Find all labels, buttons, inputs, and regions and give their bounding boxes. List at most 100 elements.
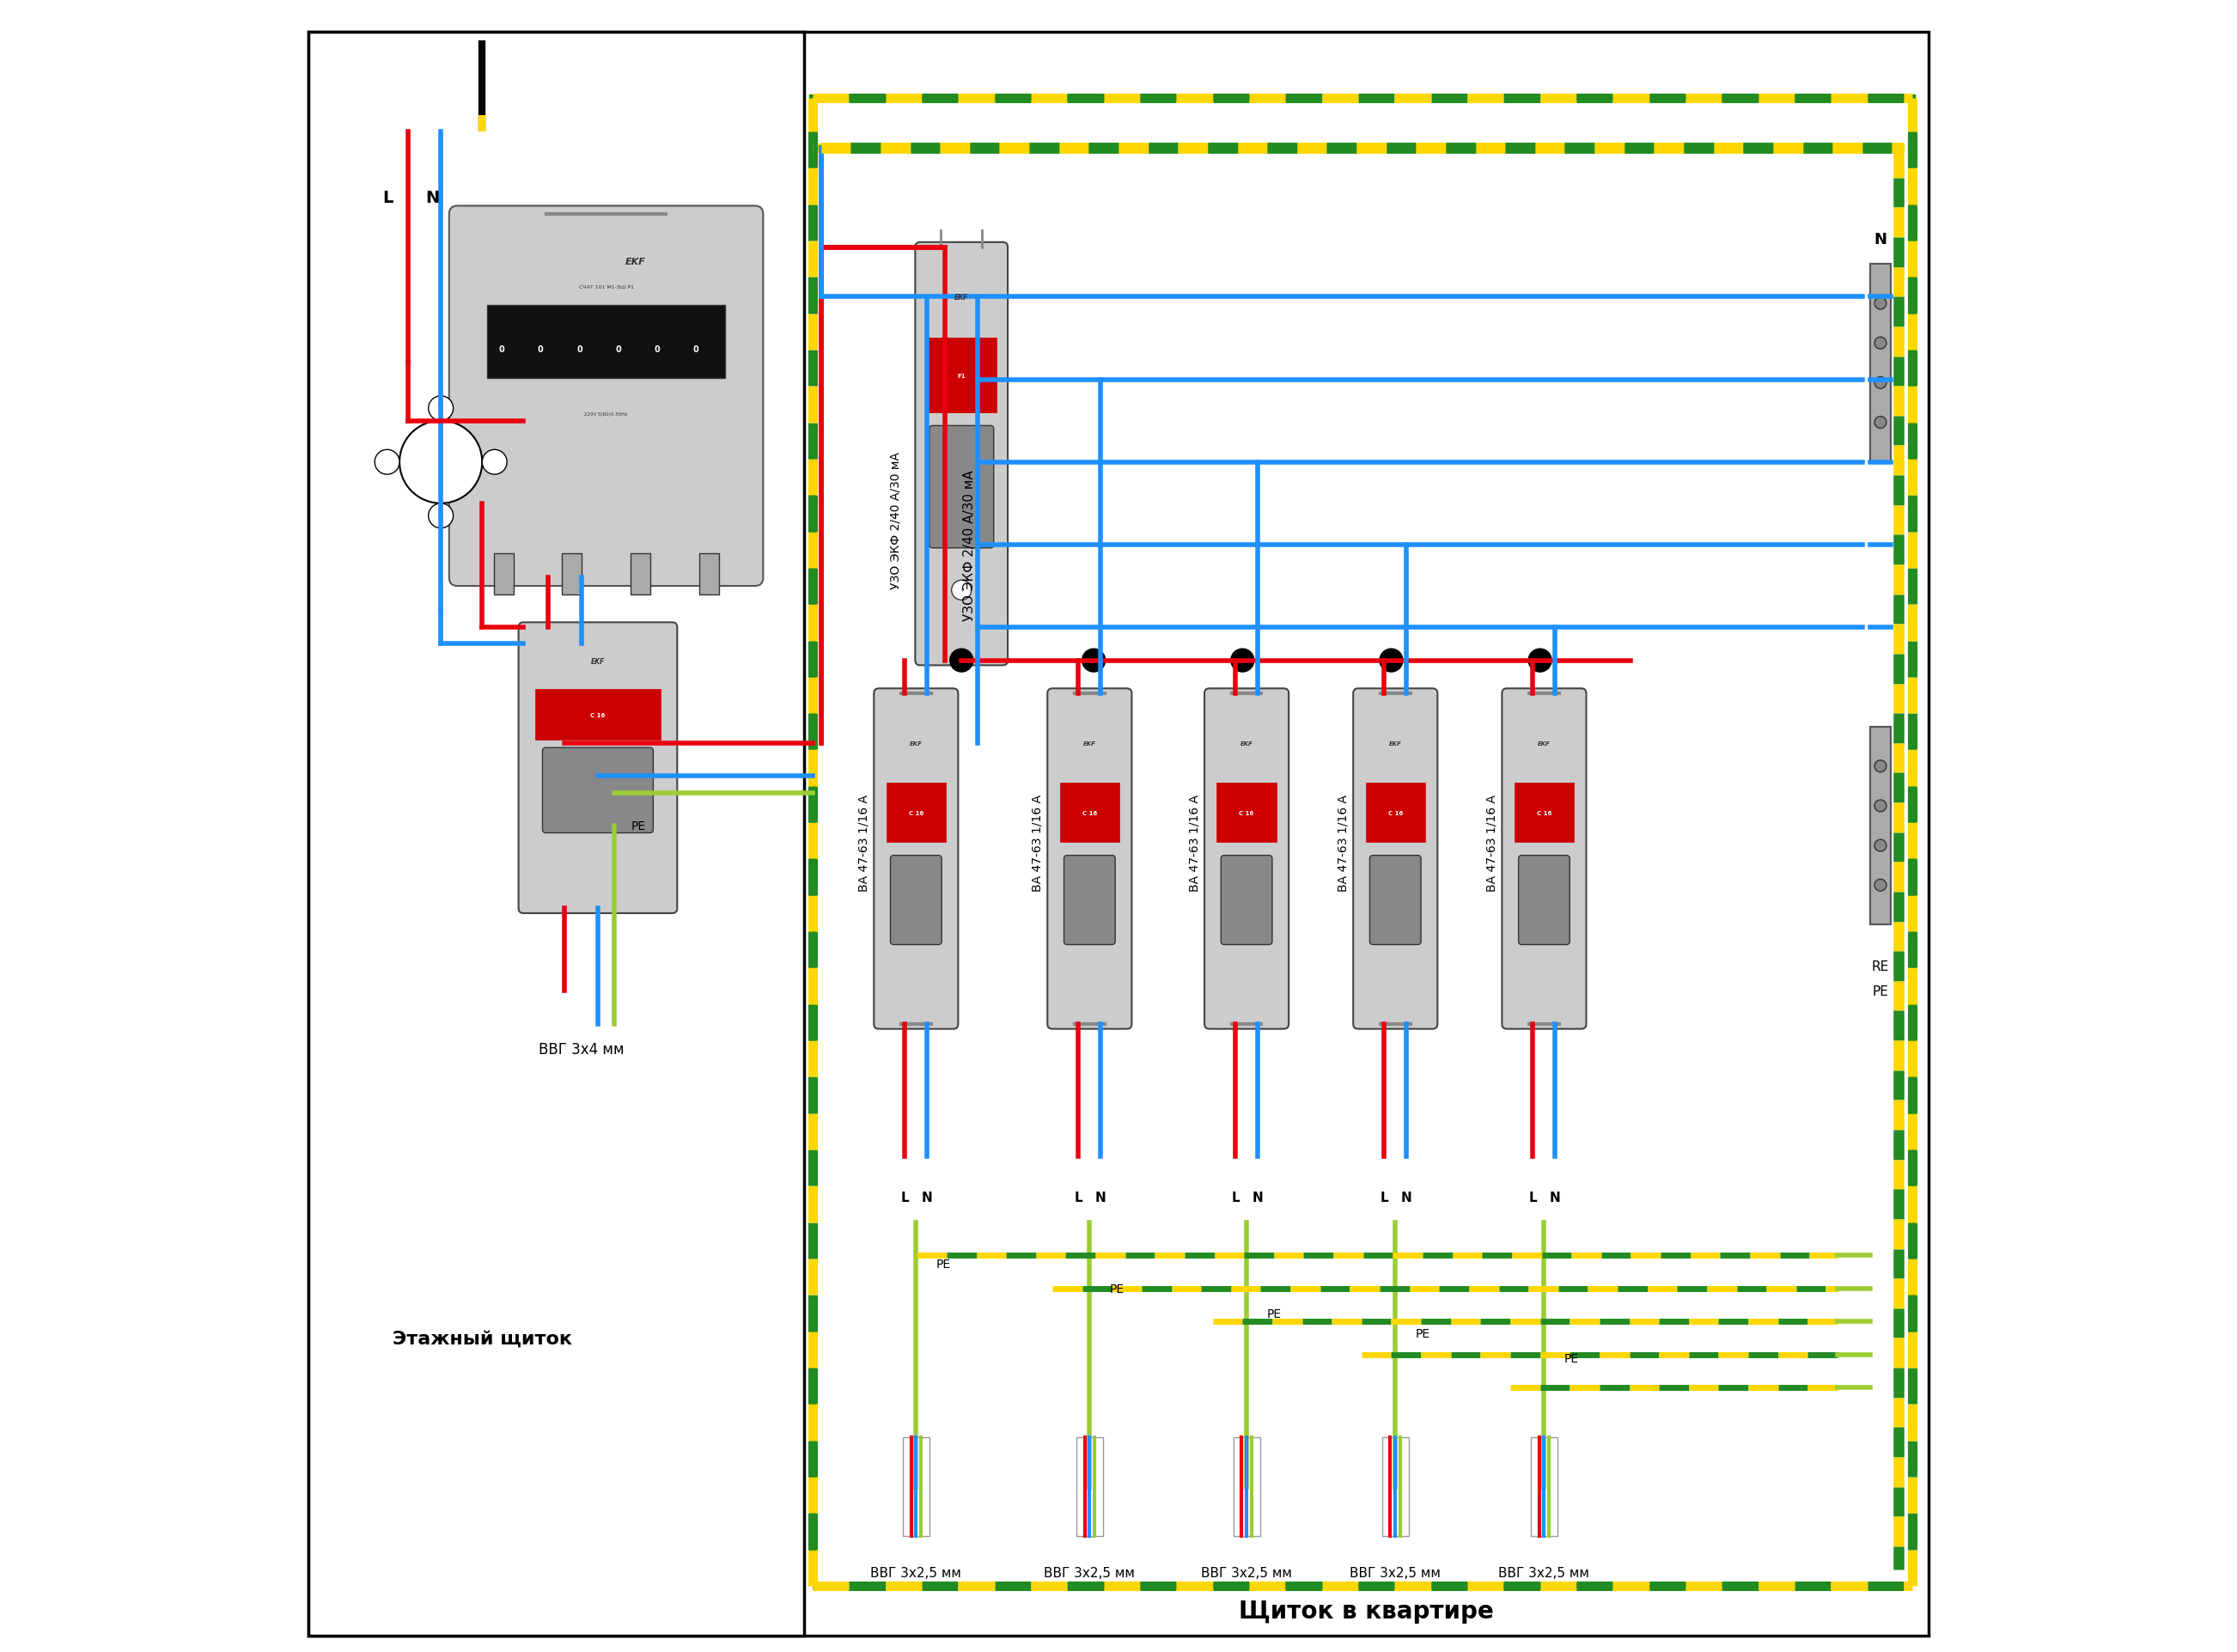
Circle shape <box>1083 649 1105 672</box>
FancyBboxPatch shape <box>1870 264 1890 463</box>
Text: ВА 47-63 1/16 А: ВА 47-63 1/16 А <box>1338 795 1349 890</box>
FancyBboxPatch shape <box>698 553 718 595</box>
FancyBboxPatch shape <box>1065 856 1116 945</box>
Text: L: L <box>902 1191 908 1204</box>
FancyBboxPatch shape <box>309 33 1928 1635</box>
FancyBboxPatch shape <box>926 339 995 413</box>
Text: ВА 47-63 1/16 А: ВА 47-63 1/16 А <box>1188 795 1201 890</box>
Text: 0: 0 <box>615 345 622 354</box>
Text: T: T <box>960 588 962 593</box>
Text: PE: PE <box>631 819 646 833</box>
Text: EKF: EKF <box>910 740 922 747</box>
FancyBboxPatch shape <box>631 553 651 595</box>
FancyBboxPatch shape <box>1217 783 1277 843</box>
FancyBboxPatch shape <box>1519 856 1570 945</box>
FancyBboxPatch shape <box>1501 689 1586 1029</box>
Text: ВА 47-63 1/16 А: ВА 47-63 1/16 А <box>859 795 870 890</box>
Text: C 16: C 16 <box>1083 809 1096 816</box>
FancyBboxPatch shape <box>1365 783 1425 843</box>
Text: ВВГ 3х2,5 мм: ВВГ 3х2,5 мм <box>1045 1566 1134 1579</box>
Text: C 16: C 16 <box>1537 809 1552 816</box>
FancyBboxPatch shape <box>1514 783 1575 843</box>
Text: PE: PE <box>1416 1327 1429 1340</box>
Circle shape <box>951 582 971 601</box>
Text: ВВГ 3х2,5 мм: ВВГ 3х2,5 мм <box>1349 1566 1441 1579</box>
Text: EKF: EKF <box>1389 740 1403 747</box>
Text: 0: 0 <box>499 345 506 354</box>
Text: RE: RE <box>1872 960 1890 973</box>
FancyBboxPatch shape <box>494 553 515 595</box>
Text: EKF: EKF <box>955 294 969 301</box>
FancyBboxPatch shape <box>450 206 763 586</box>
Text: N: N <box>1096 1191 1107 1204</box>
Circle shape <box>1875 760 1886 773</box>
Circle shape <box>1875 879 1886 892</box>
Text: C 16: C 16 <box>591 712 606 717</box>
Text: C 16: C 16 <box>1239 809 1255 816</box>
Text: N: N <box>1400 1191 1412 1204</box>
Text: УЗО ЭКФ 2/40 А/30 мА: УЗО ЭКФ 2/40 А/30 мА <box>890 451 902 590</box>
Circle shape <box>376 449 400 476</box>
FancyBboxPatch shape <box>1382 1437 1409 1536</box>
Text: N: N <box>1875 231 1886 248</box>
FancyBboxPatch shape <box>890 856 942 945</box>
FancyBboxPatch shape <box>519 623 678 914</box>
Text: ВВГ 3х4 мм: ВВГ 3х4 мм <box>539 1041 624 1057</box>
Circle shape <box>430 396 454 421</box>
FancyBboxPatch shape <box>1204 689 1289 1029</box>
Circle shape <box>400 421 483 504</box>
FancyBboxPatch shape <box>1060 783 1118 843</box>
Circle shape <box>1230 649 1255 672</box>
FancyBboxPatch shape <box>561 553 582 595</box>
FancyBboxPatch shape <box>1530 1437 1557 1536</box>
Text: ВВГ 3х2,5 мм: ВВГ 3х2,5 мм <box>870 1566 962 1579</box>
Circle shape <box>1875 839 1886 852</box>
FancyBboxPatch shape <box>544 748 653 833</box>
Text: EKF: EKF <box>1239 740 1253 747</box>
Circle shape <box>1875 377 1886 390</box>
Circle shape <box>1875 800 1886 813</box>
FancyBboxPatch shape <box>1870 727 1890 925</box>
Circle shape <box>1528 649 1552 672</box>
FancyBboxPatch shape <box>915 243 1007 666</box>
Text: PE: PE <box>1266 1307 1282 1320</box>
FancyBboxPatch shape <box>904 1437 928 1536</box>
Text: L: L <box>383 190 394 206</box>
Text: ВВГ 3х2,5 мм: ВВГ 3х2,5 мм <box>1201 1566 1293 1579</box>
Circle shape <box>1875 416 1886 430</box>
Text: ВА 47-63 1/16 А: ВА 47-63 1/16 А <box>1485 795 1499 890</box>
Text: 220V 5(60)A 50Hz: 220V 5(60)A 50Hz <box>584 413 629 416</box>
Text: L: L <box>1074 1191 1083 1204</box>
FancyBboxPatch shape <box>488 306 725 378</box>
Text: Этажный щиток: Этажный щиток <box>391 1330 573 1346</box>
Circle shape <box>1875 337 1886 350</box>
Text: EKF: EKF <box>626 258 646 266</box>
Text: 0: 0 <box>693 345 698 354</box>
Text: ВВГ 3х2,5 мм: ВВГ 3х2,5 мм <box>1499 1566 1591 1579</box>
FancyBboxPatch shape <box>1047 689 1132 1029</box>
Text: N: N <box>1253 1191 1264 1204</box>
FancyBboxPatch shape <box>1221 856 1273 945</box>
Circle shape <box>430 504 454 529</box>
FancyBboxPatch shape <box>928 426 993 548</box>
FancyBboxPatch shape <box>1076 1437 1103 1536</box>
FancyBboxPatch shape <box>1369 856 1420 945</box>
Text: ВА 47-63 1/16 А: ВА 47-63 1/16 А <box>1031 795 1042 890</box>
Text: PE: PE <box>935 1257 951 1270</box>
Text: PE: PE <box>1564 1351 1579 1365</box>
Text: L: L <box>1230 1191 1239 1204</box>
Text: УЗО ЭКФ 2/40 А/30 мА: УЗО ЭКФ 2/40 А/30 мА <box>964 469 975 621</box>
Circle shape <box>951 649 973 672</box>
Text: СЧАТ 101 М1-3Ш Р1: СЧАТ 101 М1-3Ш Р1 <box>579 286 633 289</box>
Text: Щиток в квартире: Щиток в квартире <box>1239 1599 1494 1622</box>
Text: N: N <box>922 1191 933 1204</box>
Text: EKF: EKF <box>1083 740 1096 747</box>
Text: F1: F1 <box>957 373 966 378</box>
Text: L: L <box>1528 1191 1537 1204</box>
FancyBboxPatch shape <box>875 689 957 1029</box>
FancyBboxPatch shape <box>1353 689 1438 1029</box>
Text: C 16: C 16 <box>1387 809 1403 816</box>
Text: 0: 0 <box>537 345 544 354</box>
Text: 0: 0 <box>577 345 582 354</box>
Text: N: N <box>1550 1191 1561 1204</box>
